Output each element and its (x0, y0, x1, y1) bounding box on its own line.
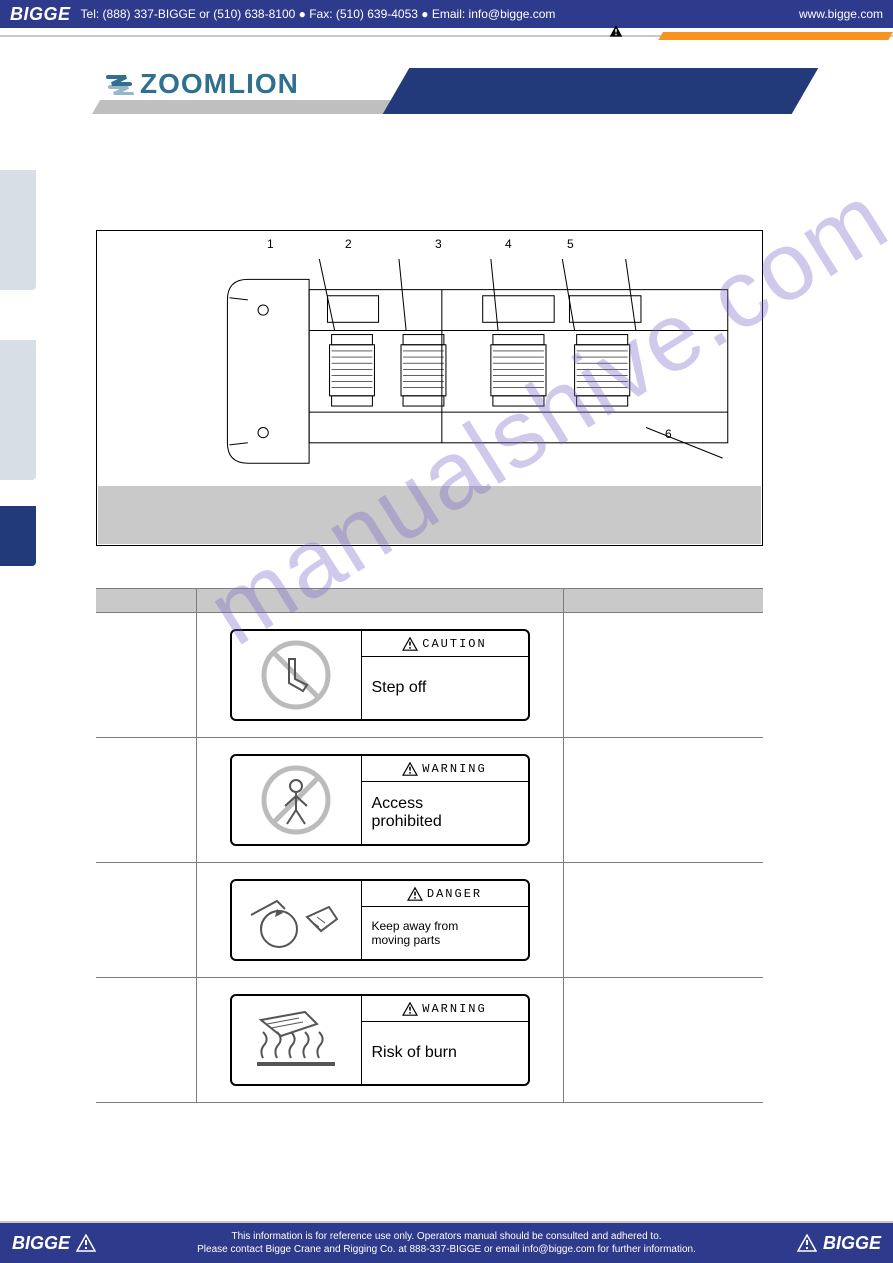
sign-cell: WARNINGRisk of burn (196, 978, 563, 1103)
footer-line-1: This information is for reference use on… (108, 1230, 785, 1243)
footer-line-2: Please contact Bigge Crane and Rigging C… (108, 1243, 785, 1256)
callout-4: 4 (505, 237, 512, 251)
table-row: CAUTIONStep off (96, 613, 763, 738)
machine-diagram: 1 2 3 4 5 6 (96, 230, 763, 546)
callout-1: 1 (267, 237, 274, 251)
bigge-logo-text: BIGGE (823, 1233, 881, 1254)
warning-triangle-icon (797, 1234, 817, 1252)
sign-level: DANGER (362, 881, 528, 907)
pictogram-no-person-icon (232, 756, 362, 844)
bigge-logo-bottom-right: BIGGE (785, 1233, 893, 1254)
safety-sign: WARNINGAccessprohibited (230, 754, 530, 846)
sign-message: Keep away frommoving parts (362, 907, 528, 959)
sign-level: WARNING (362, 756, 528, 782)
callout-2: 2 (345, 237, 352, 251)
side-tab-3 (0, 506, 36, 566)
side-tab-1 (0, 170, 36, 290)
machine-schematic-svg (207, 259, 738, 484)
row-desc-cell (563, 863, 763, 978)
row-number-cell (96, 978, 196, 1103)
safety-sign: WARNINGRisk of burn (230, 994, 530, 1086)
sign-message: Step off (362, 657, 528, 719)
sign-cell: DANGERKeep away frommoving parts (196, 863, 563, 978)
row-number-cell (96, 613, 196, 738)
sign-message: Accessprohibited (362, 782, 528, 844)
zoomlion-mark-icon (106, 73, 134, 95)
sign-cell: WARNINGAccessprohibited (196, 738, 563, 863)
warning-triangle-icon (609, 24, 623, 41)
table-row: WARNINGRisk of burn (96, 978, 763, 1103)
diagram-caption-band (98, 486, 761, 544)
table-header-row (96, 589, 763, 613)
bigge-logo-text: BIGGE (12, 1233, 70, 1254)
brand-header: ZOOMLION (0, 62, 893, 118)
row-desc-cell (563, 613, 763, 738)
zoomlion-wordmark: ZOOMLION (140, 68, 299, 100)
sign-message: Risk of burn (362, 1022, 528, 1084)
top-bar: BIGGE Tel: (888) 337-BIGGE or (510) 638-… (0, 0, 893, 28)
sign-level: CAUTION (362, 631, 528, 657)
bigge-logo-bottom-left: BIGGE (0, 1233, 108, 1254)
safety-signs-table: CAUTIONStep offWARNINGAccessprohibitedDA… (96, 588, 763, 1103)
table-row: WARNINGAccessprohibited (96, 738, 763, 863)
sign-level: WARNING (362, 996, 528, 1022)
main-content: 1 2 3 4 5 6 (96, 230, 763, 1103)
brand-gray-bar (92, 100, 400, 114)
sign-cell: CAUTIONStep off (196, 613, 563, 738)
brand-navy-bar (383, 68, 819, 114)
zoomlion-logo: ZOOMLION (106, 68, 299, 100)
warning-triangle-icon (76, 1234, 96, 1252)
footer-message: This information is for reference use on… (108, 1230, 785, 1256)
callout-3: 3 (435, 237, 442, 251)
footer-bar: BIGGE This information is for reference … (0, 1223, 893, 1263)
pictogram-moving-parts-icon (232, 881, 362, 959)
pictogram-hot-surface-icon (232, 996, 362, 1084)
row-desc-cell (563, 738, 763, 863)
accent-bar (0, 32, 893, 42)
side-tab-2 (0, 340, 36, 480)
row-number-cell (96, 738, 196, 863)
callout-5: 5 (567, 237, 574, 251)
topbar-contact: Tel: (888) 337-BIGGE or (510) 638-8100 ●… (81, 7, 799, 21)
table-row: DANGERKeep away frommoving parts (96, 863, 763, 978)
accent-orange (658, 32, 893, 40)
safety-sign: DANGERKeep away frommoving parts (230, 879, 530, 961)
topbar-url[interactable]: www.bigge.com (799, 7, 883, 21)
row-desc-cell (563, 978, 763, 1103)
bigge-logo-top: BIGGE (0, 4, 81, 25)
pictogram-no-step-icon (232, 631, 362, 719)
row-number-cell (96, 863, 196, 978)
safety-sign: CAUTIONStep off (230, 629, 530, 721)
